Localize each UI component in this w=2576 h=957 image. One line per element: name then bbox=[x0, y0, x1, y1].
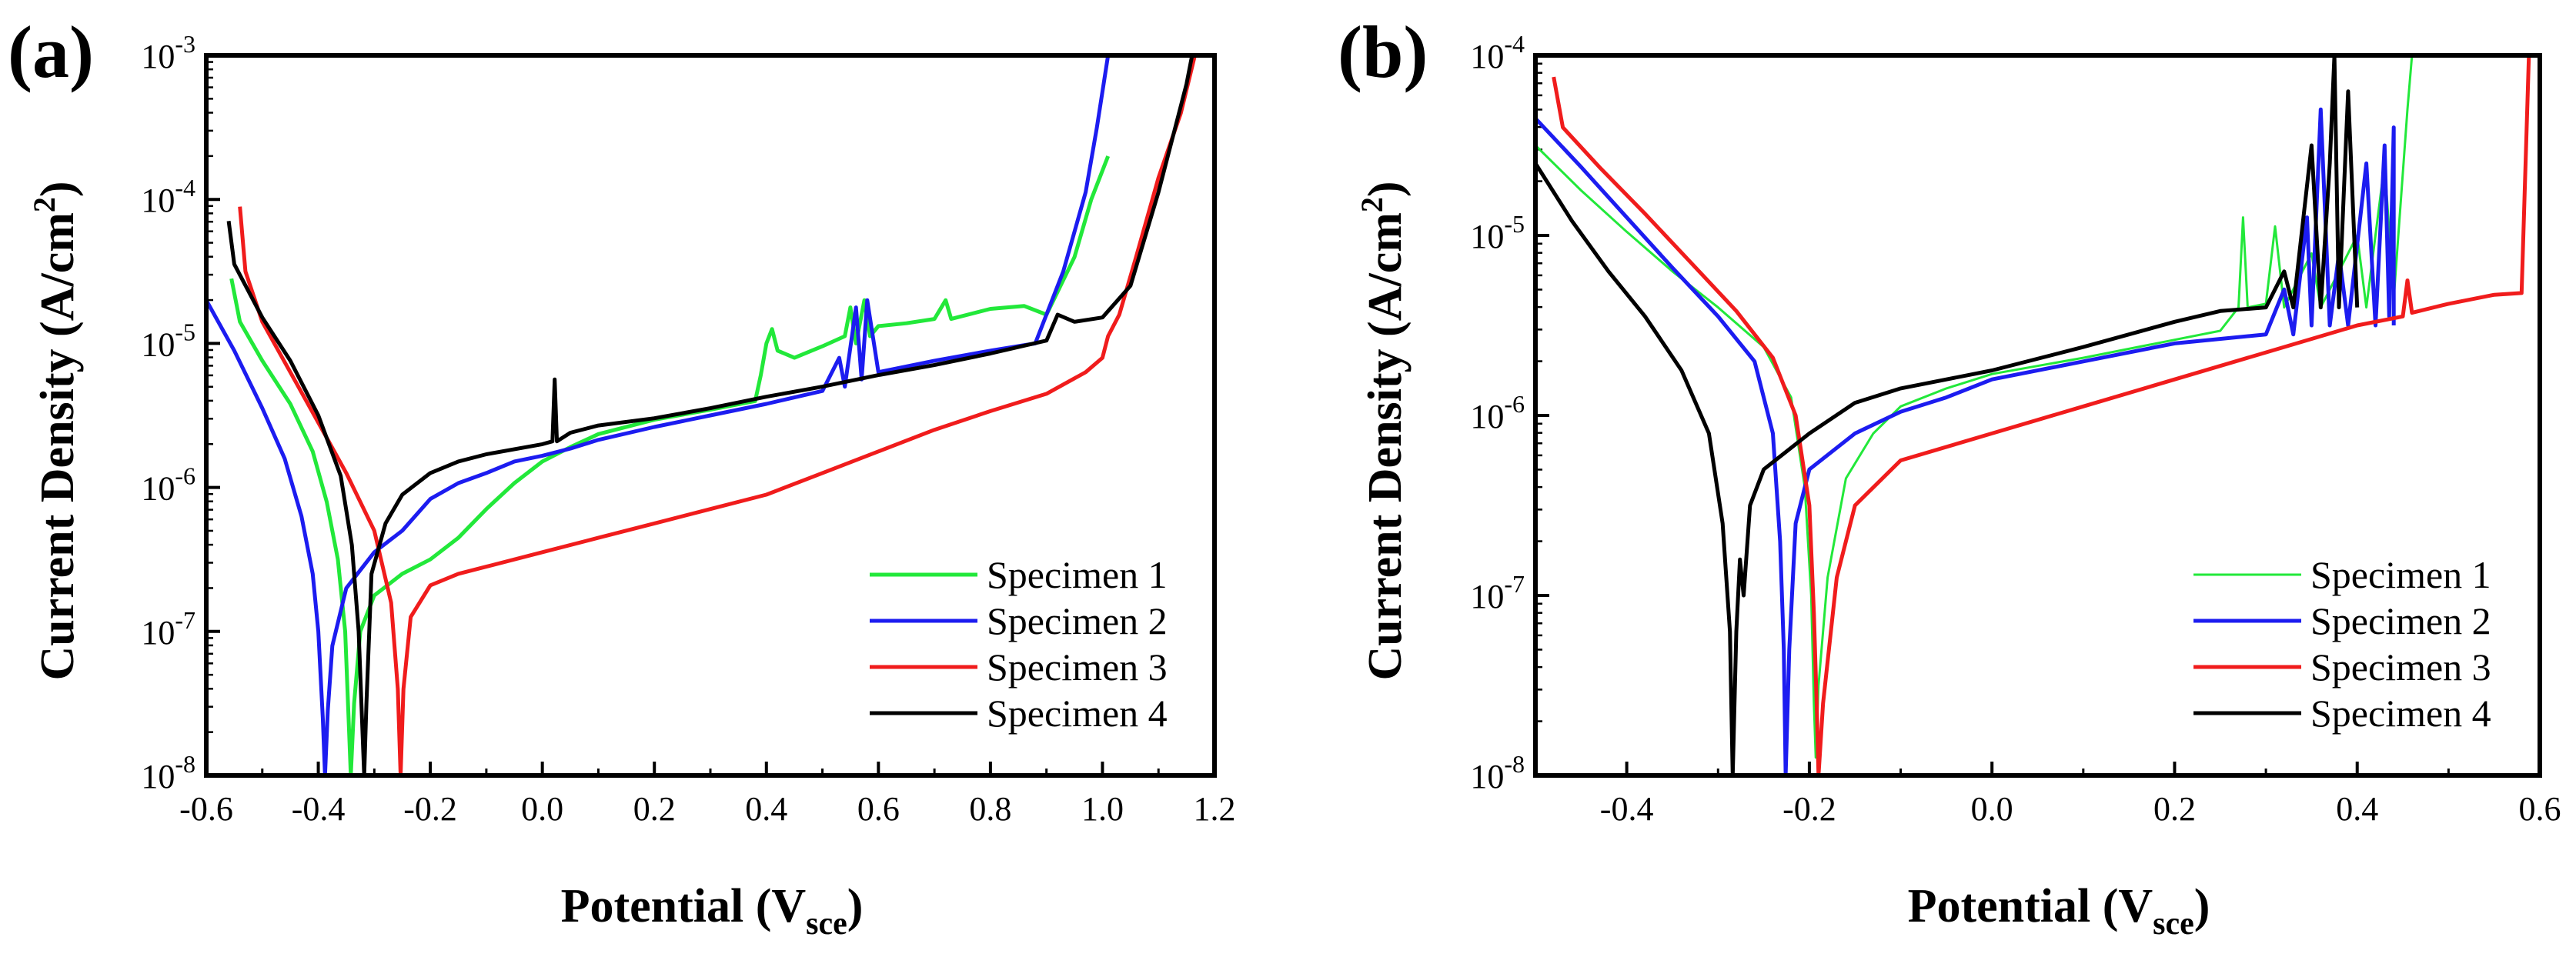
y-tick-label-b-2: 10-6 bbox=[1470, 390, 1525, 435]
legend-label-a-3: Specimen 3 bbox=[987, 645, 1168, 689]
plot-frame-b bbox=[1533, 53, 2542, 778]
series-line-a-4 bbox=[226, 55, 1194, 775]
x-tick-label-a-7: 0.8 bbox=[969, 790, 1011, 828]
series-line-a-2 bbox=[206, 55, 1111, 775]
plot-area-a: -0.6 -0.4 -0.2 0.0 0.2 0.4 0.6 0.8 1.0 1.2 10-8 10-… bbox=[141, 30, 1235, 828]
series-line-b-4 bbox=[1535, 55, 2360, 775]
series-line-a-1 bbox=[229, 155, 1111, 775]
y-axis-title-b-main: Current Density (A/cm bbox=[1359, 212, 1412, 680]
y-tick-label-b-3: 10-5 bbox=[1470, 210, 1525, 255]
legend-label-a-4: Specimen 4 bbox=[987, 692, 1168, 735]
legend-label-b-2: Specimen 2 bbox=[2310, 599, 2491, 642]
series-line-a-3 bbox=[238, 55, 1197, 775]
panel-label-a: (a) bbox=[8, 11, 94, 93]
legend-label-b-4: Specimen 4 bbox=[2310, 692, 2491, 735]
series-line-b-1 bbox=[1535, 55, 2431, 759]
x-axis-title-a-main: Potential (V bbox=[561, 880, 807, 932]
y-tick-label-b-1: 10-7 bbox=[1470, 570, 1525, 615]
x-tick-label-a-1: -0.4 bbox=[292, 790, 346, 828]
legend-label-b-3: Specimen 3 bbox=[2310, 645, 2491, 689]
x-tick-label-a-6: 0.6 bbox=[857, 790, 900, 828]
chart-panel-b: (b) -0.4 -0.2 0.0 0.2 0.4 0.6 10-8 10-7 10-6 10-5… bbox=[1338, 11, 2561, 942]
y-axis-title-b-end: ) bbox=[1359, 181, 1412, 197]
plot-area-b: -0.4 -0.2 0.0 0.2 0.4 0.6 10-8 10-7 10-6 10-5 10-4… bbox=[1470, 30, 2561, 828]
x-tick-label-a-8: 1.0 bbox=[1081, 790, 1124, 828]
x-axis-title-a-sub: sce bbox=[806, 906, 847, 942]
x-tick-label-a-3: 0.0 bbox=[521, 790, 563, 828]
y-axis-title-b: Current Density (A/cm2) bbox=[1355, 181, 1412, 680]
chart-panel-a: (a) -0.6 -0.4 -0.2 0.0 0.2 0.4 0.6 0.8 1.0 1.2 10-… bbox=[8, 11, 1236, 942]
x-axis-title-b-sub: sce bbox=[2153, 906, 2194, 942]
y-tick-label-b-0: 10-8 bbox=[1470, 750, 1525, 795]
x-tick-label-b-1: -0.2 bbox=[1782, 790, 1836, 828]
x-axis-title-a-end: ) bbox=[847, 880, 864, 932]
x-tick-label-a-5: 0.4 bbox=[745, 790, 787, 828]
series-line-b-3 bbox=[1552, 55, 2531, 775]
y-tick-label-a-4: 10-4 bbox=[141, 174, 195, 219]
y-tick-label-a-2: 10-6 bbox=[141, 462, 195, 508]
x-tick-label-b-5: 0.6 bbox=[2519, 790, 2561, 828]
x-axis-title-b: Potential (Vsce) bbox=[1908, 880, 2210, 942]
legend-label-b-1: Specimen 1 bbox=[2310, 553, 2491, 596]
panel-label-b: (b) bbox=[1338, 11, 1428, 93]
x-tick-label-b-0: -0.4 bbox=[1600, 790, 1654, 828]
x-tick-label-b-4: 0.4 bbox=[2336, 790, 2378, 828]
x-tick-label-a-2: -0.2 bbox=[403, 790, 457, 828]
plot-frame-a bbox=[204, 53, 1217, 778]
y-tick-label-a-0: 10-8 bbox=[141, 750, 195, 795]
x-axis-title-a: Potential (Vsce) bbox=[561, 880, 864, 942]
y-axis-title-a-main: Current Density (A/cm bbox=[32, 212, 84, 680]
x-tick-label-b-3: 0.2 bbox=[2153, 790, 2196, 828]
y-axis-title-a-sup: 2 bbox=[27, 197, 62, 212]
y-tick-label-a-3: 10-5 bbox=[141, 318, 195, 363]
y-axis-title-a-end: ) bbox=[32, 181, 84, 197]
x-tick-label-a-0: -0.6 bbox=[179, 790, 233, 828]
x-tick-label-a-9: 1.2 bbox=[1194, 790, 1236, 828]
y-tick-label-b-4: 10-4 bbox=[1470, 30, 1525, 75]
y-tick-label-a-1: 10-7 bbox=[141, 606, 195, 652]
x-axis-title-b-end: ) bbox=[2194, 880, 2210, 932]
series-line-b-2 bbox=[1535, 107, 2396, 775]
legend-label-a-1: Specimen 1 bbox=[987, 553, 1168, 596]
legend-label-a-2: Specimen 2 bbox=[987, 599, 1168, 642]
x-tick-label-a-4: 0.2 bbox=[633, 790, 676, 828]
x-tick-label-b-2: 0.0 bbox=[1971, 790, 2013, 828]
x-axis-title-b-main: Potential (V bbox=[1908, 880, 2153, 932]
y-axis-title-a: Current Density (A/cm2) bbox=[27, 181, 84, 680]
y-axis-title-b-sup: 2 bbox=[1355, 197, 1389, 212]
y-tick-label-a-5: 10-3 bbox=[141, 30, 195, 75]
